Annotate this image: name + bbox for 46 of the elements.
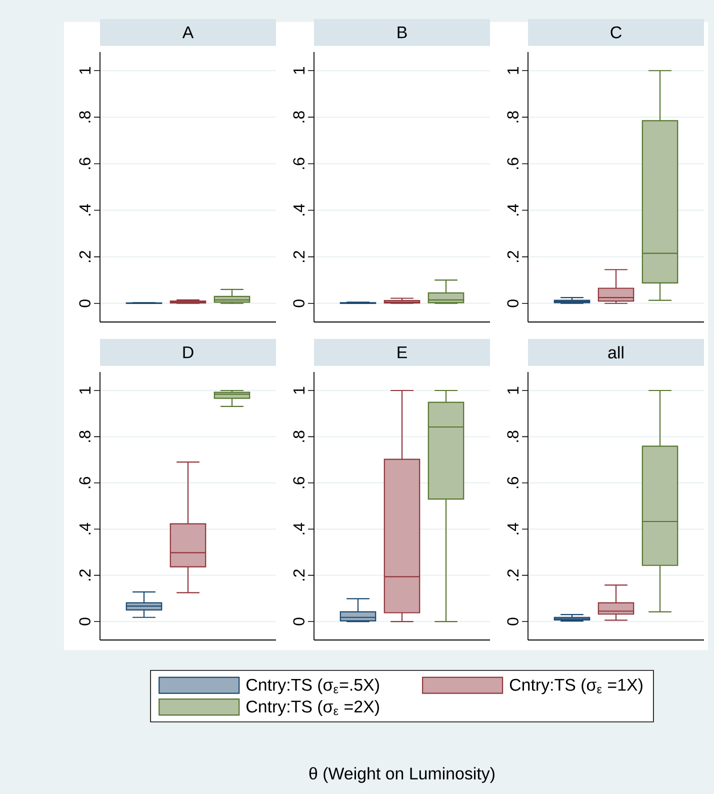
y-tick-label: .4 [508, 204, 518, 216]
y-tick-label: 1 [294, 386, 304, 394]
y-tick-label: .6 [293, 476, 304, 488]
chart-title: E [398, 346, 407, 358]
y-tick-label: .8 [293, 430, 304, 442]
text: θ (Weight on Luminosity) [309, 767, 494, 783]
y-tick-label: 1 [80, 386, 90, 394]
y-tick-label: 1 [508, 66, 518, 74]
y-tick-label: .2 [507, 569, 518, 581]
y-tick-label: .6 [507, 476, 518, 488]
legend-label: Cntry:TS (σ$_{ε}$ =2X) [246, 700, 379, 716]
y-tick-label: .8 [507, 111, 518, 122]
y-tick-label: .6 [79, 158, 90, 169]
y-tick-label: .2 [79, 569, 90, 581]
y-tick-label: .4 [80, 204, 90, 216]
y-tick-label: 1 [80, 66, 90, 74]
y-tick-label: .2 [79, 250, 90, 262]
y-tick-label: .4 [294, 204, 304, 216]
chart-title: all [608, 346, 624, 359]
y-tick-label: .8 [79, 111, 90, 122]
y-tick-label: 0 [293, 300, 304, 308]
y-tick-label: 0 [507, 300, 518, 308]
chart-title: D [183, 346, 194, 358]
legend-label: Cntry:TS (σ$_{ε}$ =1X) [510, 678, 642, 694]
y-tick-label: 0 [293, 618, 304, 626]
y-tick-label: 1 [294, 66, 304, 74]
y-tick-label: .8 [507, 430, 518, 442]
y-tick-label: .6 [79, 476, 90, 488]
chart-title: A [182, 26, 194, 38]
y-tick-label: .4 [294, 522, 304, 534]
y-tick-label: .2 [507, 250, 518, 262]
legend-label: Cntry:TS (σ$_{ε}$=.5X) [246, 678, 379, 694]
y-tick-label: 0 [79, 618, 90, 626]
y-tick-label: 1 [508, 386, 518, 394]
y-tick-label: .8 [293, 111, 304, 122]
chart-title: B [398, 26, 407, 38]
chart-title: C [610, 26, 622, 38]
y-tick-label: 0 [507, 618, 518, 626]
y-tick-label: .4 [80, 522, 90, 534]
y-tick-label: .2 [293, 250, 304, 262]
y-tick-label: .4 [508, 522, 518, 534]
y-tick-label: .8 [79, 430, 90, 442]
y-tick-label: .2 [293, 569, 304, 581]
y-tick-label: .6 [507, 158, 518, 169]
y-tick-label: .6 [293, 158, 304, 169]
y-tick-label: 0 [79, 300, 90, 308]
